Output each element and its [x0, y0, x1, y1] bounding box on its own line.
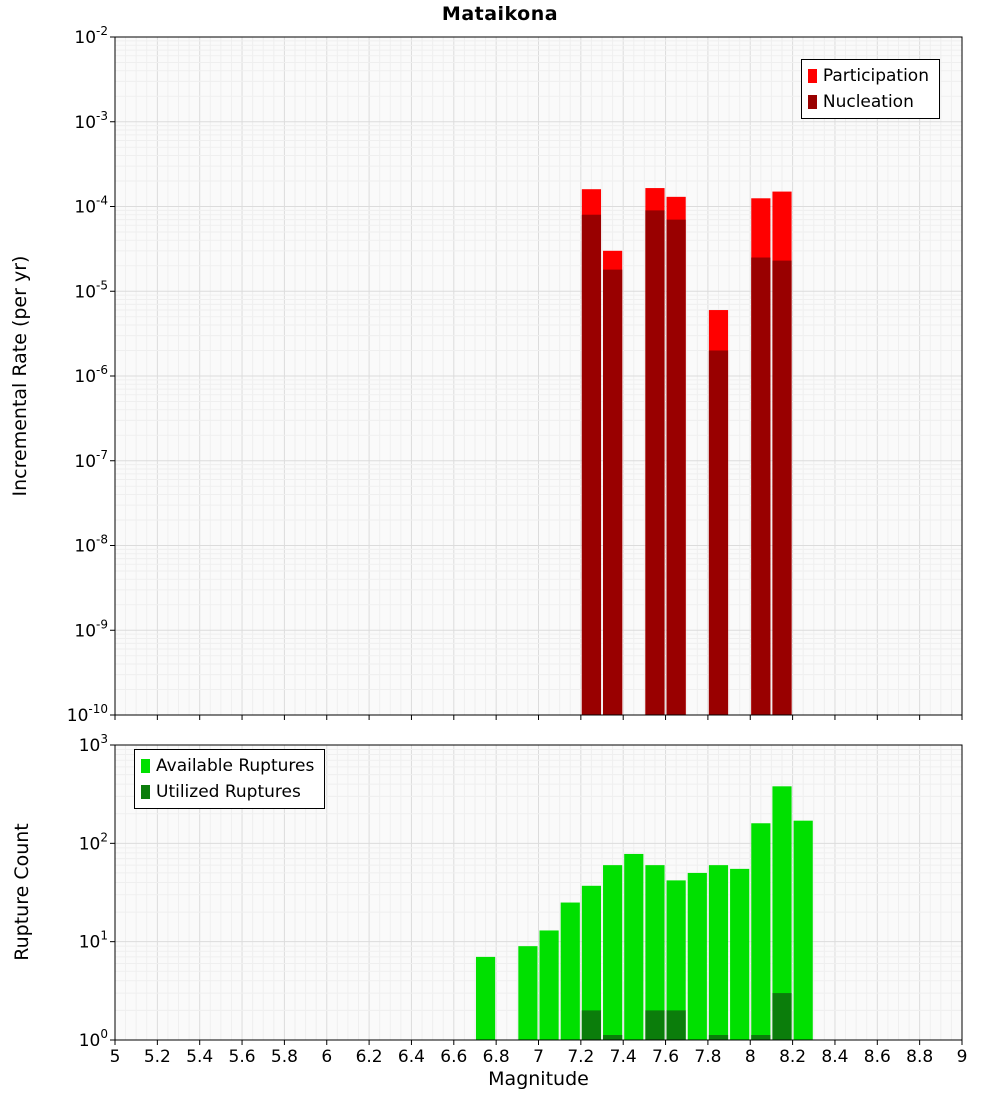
available-bar: [772, 786, 792, 1040]
x-tick-label: 7.4: [610, 1047, 637, 1067]
y-tick-label: 10-9: [74, 617, 108, 641]
x-tick-label: 6.6: [440, 1047, 467, 1067]
y-tick-label: 102: [79, 830, 108, 854]
y-tick-label: 100: [79, 1027, 108, 1051]
legend-item-utilized-ruptures: Utilized Ruptures: [141, 779, 314, 805]
available-bar: [581, 885, 602, 1040]
available-bar: [730, 868, 750, 1040]
x-tick-label: 5.6: [229, 1047, 256, 1067]
nucleation-bar: [751, 257, 771, 715]
x-tick-label: 6: [321, 1047, 332, 1067]
x-tick-label: 6.4: [398, 1047, 425, 1067]
x-tick-label: 5.4: [186, 1047, 213, 1067]
y-tick-label: 10-7: [74, 448, 108, 472]
x-tick-label: 5.2: [144, 1047, 171, 1067]
nucleation-bar: [772, 260, 792, 715]
utilized-bar: [666, 1010, 686, 1040]
y-tick-label: 10-5: [74, 278, 108, 302]
y-tick-label: 10-8: [74, 533, 108, 557]
y-tick-label: 10-10: [67, 702, 108, 726]
utilized-ruptures-color-swatch: [141, 785, 150, 799]
available-bar: [793, 820, 813, 1040]
available-bar: [539, 930, 559, 1040]
magnitude-x-axis-label: Magnitude: [488, 1068, 589, 1090]
nucleation-legend-label: Nucleation: [822, 92, 914, 112]
y-tick-label: 10-6: [74, 363, 108, 387]
chart-title: Mataikona: [441, 3, 559, 25]
x-tick-label: 6.2: [356, 1047, 383, 1067]
available-bar: [560, 902, 580, 1040]
nucleation-bar: [581, 214, 602, 715]
utilized-bar: [645, 1010, 665, 1040]
rate-chart-plot: 10-2 10-3 10-4 10-5 10-6 10-7 10-8 10-9 10-10: [67, 24, 963, 726]
legend-item-nucleation: Nucleation: [807, 89, 929, 115]
rate-legend: Participation Nucleation: [800, 59, 940, 119]
utilized-bar: [751, 1035, 771, 1040]
y-tick-label: 101: [79, 929, 108, 953]
available-ruptures-color-swatch: [141, 759, 150, 773]
x-tick-label: 5: [110, 1047, 121, 1067]
available-bar: [603, 865, 623, 1040]
y-tick-label: 10-4: [74, 194, 108, 218]
x-tick-label: 7.2: [567, 1047, 594, 1067]
nucleation-bar: [666, 219, 686, 716]
x-tick-label: 7.8: [694, 1047, 721, 1067]
utilized-bar: [708, 1035, 729, 1040]
utilized-bar: [581, 1010, 602, 1040]
nucleation-bar: [603, 269, 623, 715]
legend-item-participation: Participation: [807, 63, 929, 89]
participation-legend-label: Participation: [822, 66, 929, 86]
x-tick-label: 8.6: [864, 1047, 891, 1067]
x-tick-label: 7.6: [652, 1047, 679, 1067]
available-bar: [624, 853, 644, 1040]
x-tick-label: 8.4: [821, 1047, 848, 1067]
available-bar: [687, 872, 707, 1040]
participation-color-swatch: [807, 69, 817, 83]
available-bar: [518, 946, 538, 1040]
count-chart-plot: 5 5.2 5.4 5.6 5.8 6 6.2 6.4 6.6 6.8 7 7.2 7.4 7.6 7.8 8…: [79, 732, 968, 1067]
utilized-bar: [772, 993, 792, 1040]
available-bar: [751, 823, 771, 1040]
count-legend: Available Ruptures Utilized Ruptures: [134, 749, 326, 809]
y-tick-label: 10-3: [74, 109, 108, 133]
available-bar: [475, 956, 496, 1040]
x-tick-label: 8.8: [906, 1047, 933, 1067]
y-tick-label: 10-2: [74, 24, 108, 48]
nucleation-bar: [708, 350, 729, 715]
x-tick-label: 8.2: [779, 1047, 806, 1067]
y-tick-label: 103: [79, 732, 108, 756]
legend-item-available-ruptures: Available Ruptures: [141, 753, 314, 779]
x-tick-label: 7: [533, 1047, 544, 1067]
x-tick-label: 8: [745, 1047, 756, 1067]
x-tick-label: 6.8: [483, 1047, 510, 1067]
available-bar: [708, 865, 729, 1040]
available-bar: [645, 865, 665, 1040]
nucleation-bar: [645, 210, 665, 716]
utilized-bar: [603, 1035, 623, 1040]
nucleation-color-swatch: [807, 95, 817, 109]
x-tick-label: 9: [957, 1047, 968, 1067]
x-tick-label: 5.8: [271, 1047, 298, 1067]
available-ruptures-legend-label: Available Ruptures: [156, 756, 315, 776]
available-bar: [666, 880, 686, 1040]
utilized-ruptures-legend-label: Utilized Ruptures: [156, 782, 301, 802]
